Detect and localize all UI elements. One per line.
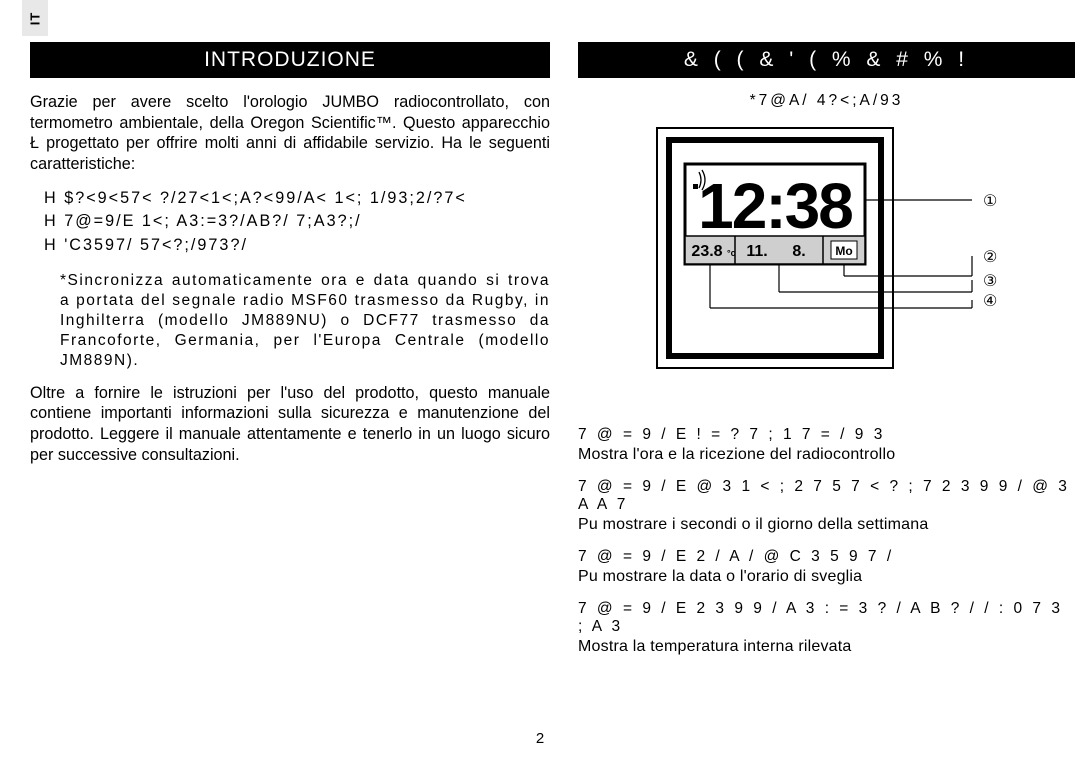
desc-4: 7 @ = 9 / E 2 3 9 9 / A 3 : = 3 ? / A B … <box>578 600 1075 656</box>
left-column: INTRODUZIONE Grazie per avere scelto l'o… <box>30 42 560 670</box>
bullet-3: H 'C3597/ 57<?;/973?/ <box>44 234 550 257</box>
bullet-2: H 7@=9/E 1<; A3:=3?/AB?/ 7;A3?;/ <box>44 210 550 233</box>
footnote: *Sincronizza automaticamente ora e data … <box>60 271 550 370</box>
heading-introduction: INTRODUZIONE <box>30 42 550 78</box>
svg-text:8.: 8. <box>792 243 805 260</box>
bullet-1: H $?<9<57< ?/27<1<;A?<99/A< 1<; 1/93;2/?… <box>44 187 550 210</box>
svg-text:②: ② <box>983 249 997 266</box>
right-column: & ( ( & ' ( % & # % ! *7@A/ 4?<;A/93 12:… <box>560 42 1075 670</box>
desc-3-text: Pu mostrare la data o l'orario di svegli… <box>578 568 1075 586</box>
desc-2-text: Pu mostrare i secondi o il giorno della … <box>578 516 1075 534</box>
desc-2-title: 7 @ = 9 / E @ 3 1 < ; 2 7 5 7 < ? ; 7 2 … <box>578 478 1075 514</box>
page-number: 2 <box>0 730 1080 747</box>
svg-text:23.8: 23.8 <box>691 243 722 260</box>
intro-paragraph: Grazie per avere scelto l'orologio JUMBO… <box>30 92 550 175</box>
clock-diagram: 12:38 23.8 °c 11. 8. Mo ① <box>578 120 1075 380</box>
svg-text:Mo: Mo <box>835 244 852 258</box>
clock-svg: 12:38 23.8 °c 11. 8. Mo ① <box>627 120 1027 380</box>
svg-text:①: ① <box>983 193 997 210</box>
svg-text:°c: °c <box>727 248 736 258</box>
heading-right: & ( ( & ' ( % & # % ! <box>578 42 1075 78</box>
language-code: IT <box>28 11 43 25</box>
desc-1-text: Mostra l'ora e la ricezione del radiocon… <box>578 446 1075 464</box>
desc-4-text: Mostra la temperatura interna rilevata <box>578 638 1075 656</box>
desc-4-title: 7 @ = 9 / E 2 3 9 9 / A 3 : = 3 ? / A B … <box>578 600 1075 636</box>
desc-3: 7 @ = 9 / E 2 / A / @ C 3 5 9 7 / Pu mos… <box>578 548 1075 586</box>
svg-text:④: ④ <box>983 293 997 310</box>
desc-1: 7 @ = 9 / E ! = ? 7 ; 1 7 = / 9 3 Mostra… <box>578 426 1075 464</box>
svg-text:11.: 11. <box>746 243 767 260</box>
closing-paragraph: Oltre a fornire le istruzioni per l'uso … <box>30 383 550 466</box>
svg-text:12:38: 12:38 <box>698 170 852 242</box>
desc-3-title: 7 @ = 9 / E 2 / A / @ C 3 5 9 7 / <box>578 548 1075 566</box>
device-label: *7@A/ 4?<;A/93 <box>578 92 1075 110</box>
desc-1-title: 7 @ = 9 / E ! = ? 7 ; 1 7 = / 9 3 <box>578 426 1075 444</box>
svg-text:③: ③ <box>983 273 997 290</box>
page-columns: INTRODUZIONE Grazie per avere scelto l'o… <box>30 42 1075 670</box>
language-tab: IT <box>22 0 48 36</box>
desc-2: 7 @ = 9 / E @ 3 1 < ; 2 7 5 7 < ? ; 7 2 … <box>578 478 1075 534</box>
display-descriptions: 7 @ = 9 / E ! = ? 7 ; 1 7 = / 9 3 Mostra… <box>578 426 1075 656</box>
feature-bullets: H $?<9<57< ?/27<1<;A?<99/A< 1<; 1/93;2/?… <box>44 187 550 257</box>
